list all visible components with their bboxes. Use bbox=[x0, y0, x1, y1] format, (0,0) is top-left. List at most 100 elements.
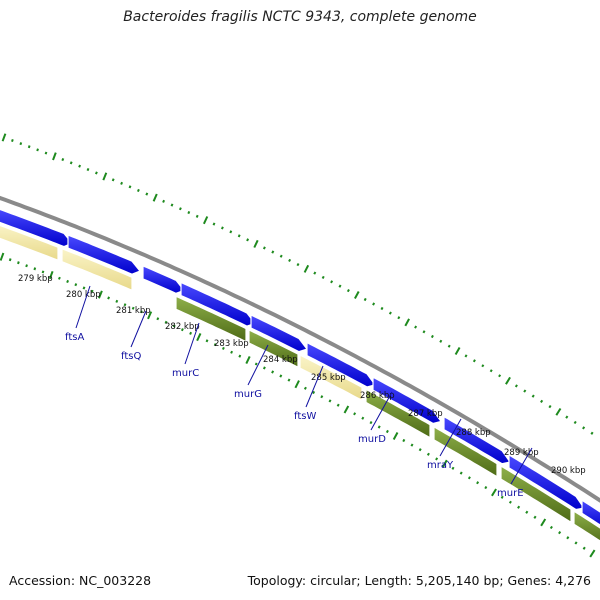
kbp-label: 283 kbp bbox=[214, 339, 249, 349]
outer-minor-tick bbox=[86, 168, 90, 172]
outer-major-tick bbox=[102, 172, 108, 181]
kbp-label: 281 kbp bbox=[116, 306, 151, 316]
outer-minor-tick bbox=[178, 207, 182, 211]
inner-minor-tick bbox=[336, 403, 340, 407]
outer-major-tick bbox=[505, 376, 511, 385]
reverse-strand-track bbox=[0, 224, 600, 542]
forward-cds-6 bbox=[306, 341, 377, 388]
kbp-label: 288 kbp bbox=[456, 428, 491, 438]
inner-minor-tick bbox=[418, 448, 422, 452]
gene-label: murG bbox=[234, 389, 262, 400]
outer-minor-tick bbox=[262, 246, 266, 250]
gene-leader-line bbox=[370, 391, 393, 431]
inner-minor-tick bbox=[533, 515, 537, 519]
outer-major-tick bbox=[354, 291, 360, 299]
outer-minor-tick bbox=[430, 334, 434, 339]
inner-minor-tick bbox=[74, 283, 78, 287]
inner-minor-tick bbox=[115, 299, 119, 303]
inner-major-tick bbox=[294, 380, 300, 389]
inner-minor-tick bbox=[8, 258, 12, 262]
inner-minor-tick bbox=[156, 317, 160, 321]
inner-minor-tick bbox=[320, 395, 324, 399]
outer-minor-tick bbox=[523, 389, 527, 393]
inner-minor-tick bbox=[566, 536, 570, 540]
outer-minor-tick bbox=[372, 302, 376, 306]
inner-minor-tick bbox=[426, 452, 430, 456]
inner-minor-tick bbox=[254, 362, 258, 366]
kbp-label: 290 kbp bbox=[551, 466, 586, 476]
inner-minor-tick bbox=[57, 276, 61, 280]
inner-minor-tick bbox=[213, 343, 217, 347]
outer-minor-tick bbox=[94, 171, 98, 175]
backbone-line bbox=[0, 195, 600, 503]
inner-minor-tick bbox=[271, 370, 275, 374]
outer-minor-tick bbox=[531, 394, 535, 398]
outer-minor-tick bbox=[246, 238, 250, 242]
gene-leader-line bbox=[247, 344, 269, 386]
outer-minor-tick bbox=[321, 275, 325, 279]
reverse-cds-2 bbox=[61, 247, 133, 292]
outer-minor-tick bbox=[44, 151, 48, 155]
inner-dotted-ticks bbox=[0, 252, 596, 558]
inner-minor-tick bbox=[164, 320, 168, 324]
gene-label: ftsW bbox=[294, 411, 316, 422]
forward-cds-5 bbox=[250, 314, 308, 353]
outer-minor-tick bbox=[590, 431, 594, 435]
outer-minor-tick bbox=[11, 138, 14, 143]
inner-minor-tick bbox=[328, 399, 332, 403]
gene-label: murD bbox=[358, 434, 386, 445]
outer-minor-tick bbox=[19, 142, 23, 146]
outer-minor-tick bbox=[481, 364, 485, 368]
outer-minor-tick bbox=[439, 339, 443, 343]
outer-minor-tick bbox=[397, 316, 401, 320]
inner-minor-tick bbox=[25, 264, 28, 268]
inner-minor-tick bbox=[402, 438, 406, 443]
inner-minor-tick bbox=[230, 350, 234, 354]
gene-leader-line bbox=[130, 310, 147, 348]
inner-minor-tick bbox=[435, 457, 439, 461]
kbp-label: 282 kbp bbox=[165, 322, 200, 332]
inner-minor-tick bbox=[139, 310, 143, 314]
inner-minor-tick bbox=[484, 486, 488, 490]
outer-minor-tick bbox=[388, 311, 392, 315]
inner-minor-tick bbox=[476, 481, 480, 485]
outer-minor-tick bbox=[69, 161, 73, 165]
outer-major-tick bbox=[1, 133, 7, 142]
inner-minor-tick bbox=[189, 331, 193, 335]
outer-minor-tick bbox=[271, 250, 275, 254]
outer-minor-tick bbox=[346, 289, 350, 293]
outer-major-tick bbox=[253, 239, 259, 248]
outer-minor-tick bbox=[422, 330, 426, 334]
inner-minor-tick bbox=[500, 495, 504, 499]
inner-major-tick bbox=[491, 488, 497, 497]
inner-minor-tick bbox=[238, 354, 242, 358]
kbp-label: 289 kbp bbox=[504, 448, 539, 458]
outer-minor-tick bbox=[489, 369, 493, 373]
inner-minor-tick bbox=[66, 279, 70, 283]
inner-minor-tick bbox=[582, 546, 586, 550]
inner-minor-tick bbox=[41, 270, 45, 274]
forward-cds-9 bbox=[508, 453, 586, 511]
genome-summary-text: Topology: circular; Length: 5,205,140 bp… bbox=[247, 573, 591, 588]
inner-minor-tick bbox=[549, 525, 553, 530]
inner-minor-tick bbox=[361, 416, 365, 420]
inner-minor-tick bbox=[287, 378, 291, 382]
kbp-scale-labels: 279 kbp 280 kbp 281 kbp 282 kbp 283 kbp 284 k… bbox=[18, 274, 586, 476]
inner-minor-tick bbox=[90, 289, 94, 293]
outer-major-tick bbox=[454, 347, 461, 355]
inner-minor-tick bbox=[123, 303, 127, 307]
inner-major-tick bbox=[48, 270, 54, 280]
outer-minor-tick bbox=[498, 374, 502, 378]
outer-minor-tick bbox=[170, 203, 174, 207]
outer-minor-tick bbox=[414, 325, 418, 329]
inner-minor-tick bbox=[180, 328, 184, 332]
inner-minor-tick bbox=[279, 374, 283, 378]
gene-leader-line bbox=[510, 447, 533, 485]
outer-minor-tick bbox=[136, 188, 140, 192]
inner-minor-tick bbox=[205, 339, 209, 343]
gene-labels: ftsA ftsQ murC murG ftsW murD mraY murE bbox=[65, 285, 533, 499]
outer-minor-tick bbox=[582, 426, 586, 430]
outer-minor-tick bbox=[187, 211, 191, 215]
inner-minor-tick bbox=[385, 429, 389, 434]
outer-minor-tick bbox=[573, 420, 577, 425]
